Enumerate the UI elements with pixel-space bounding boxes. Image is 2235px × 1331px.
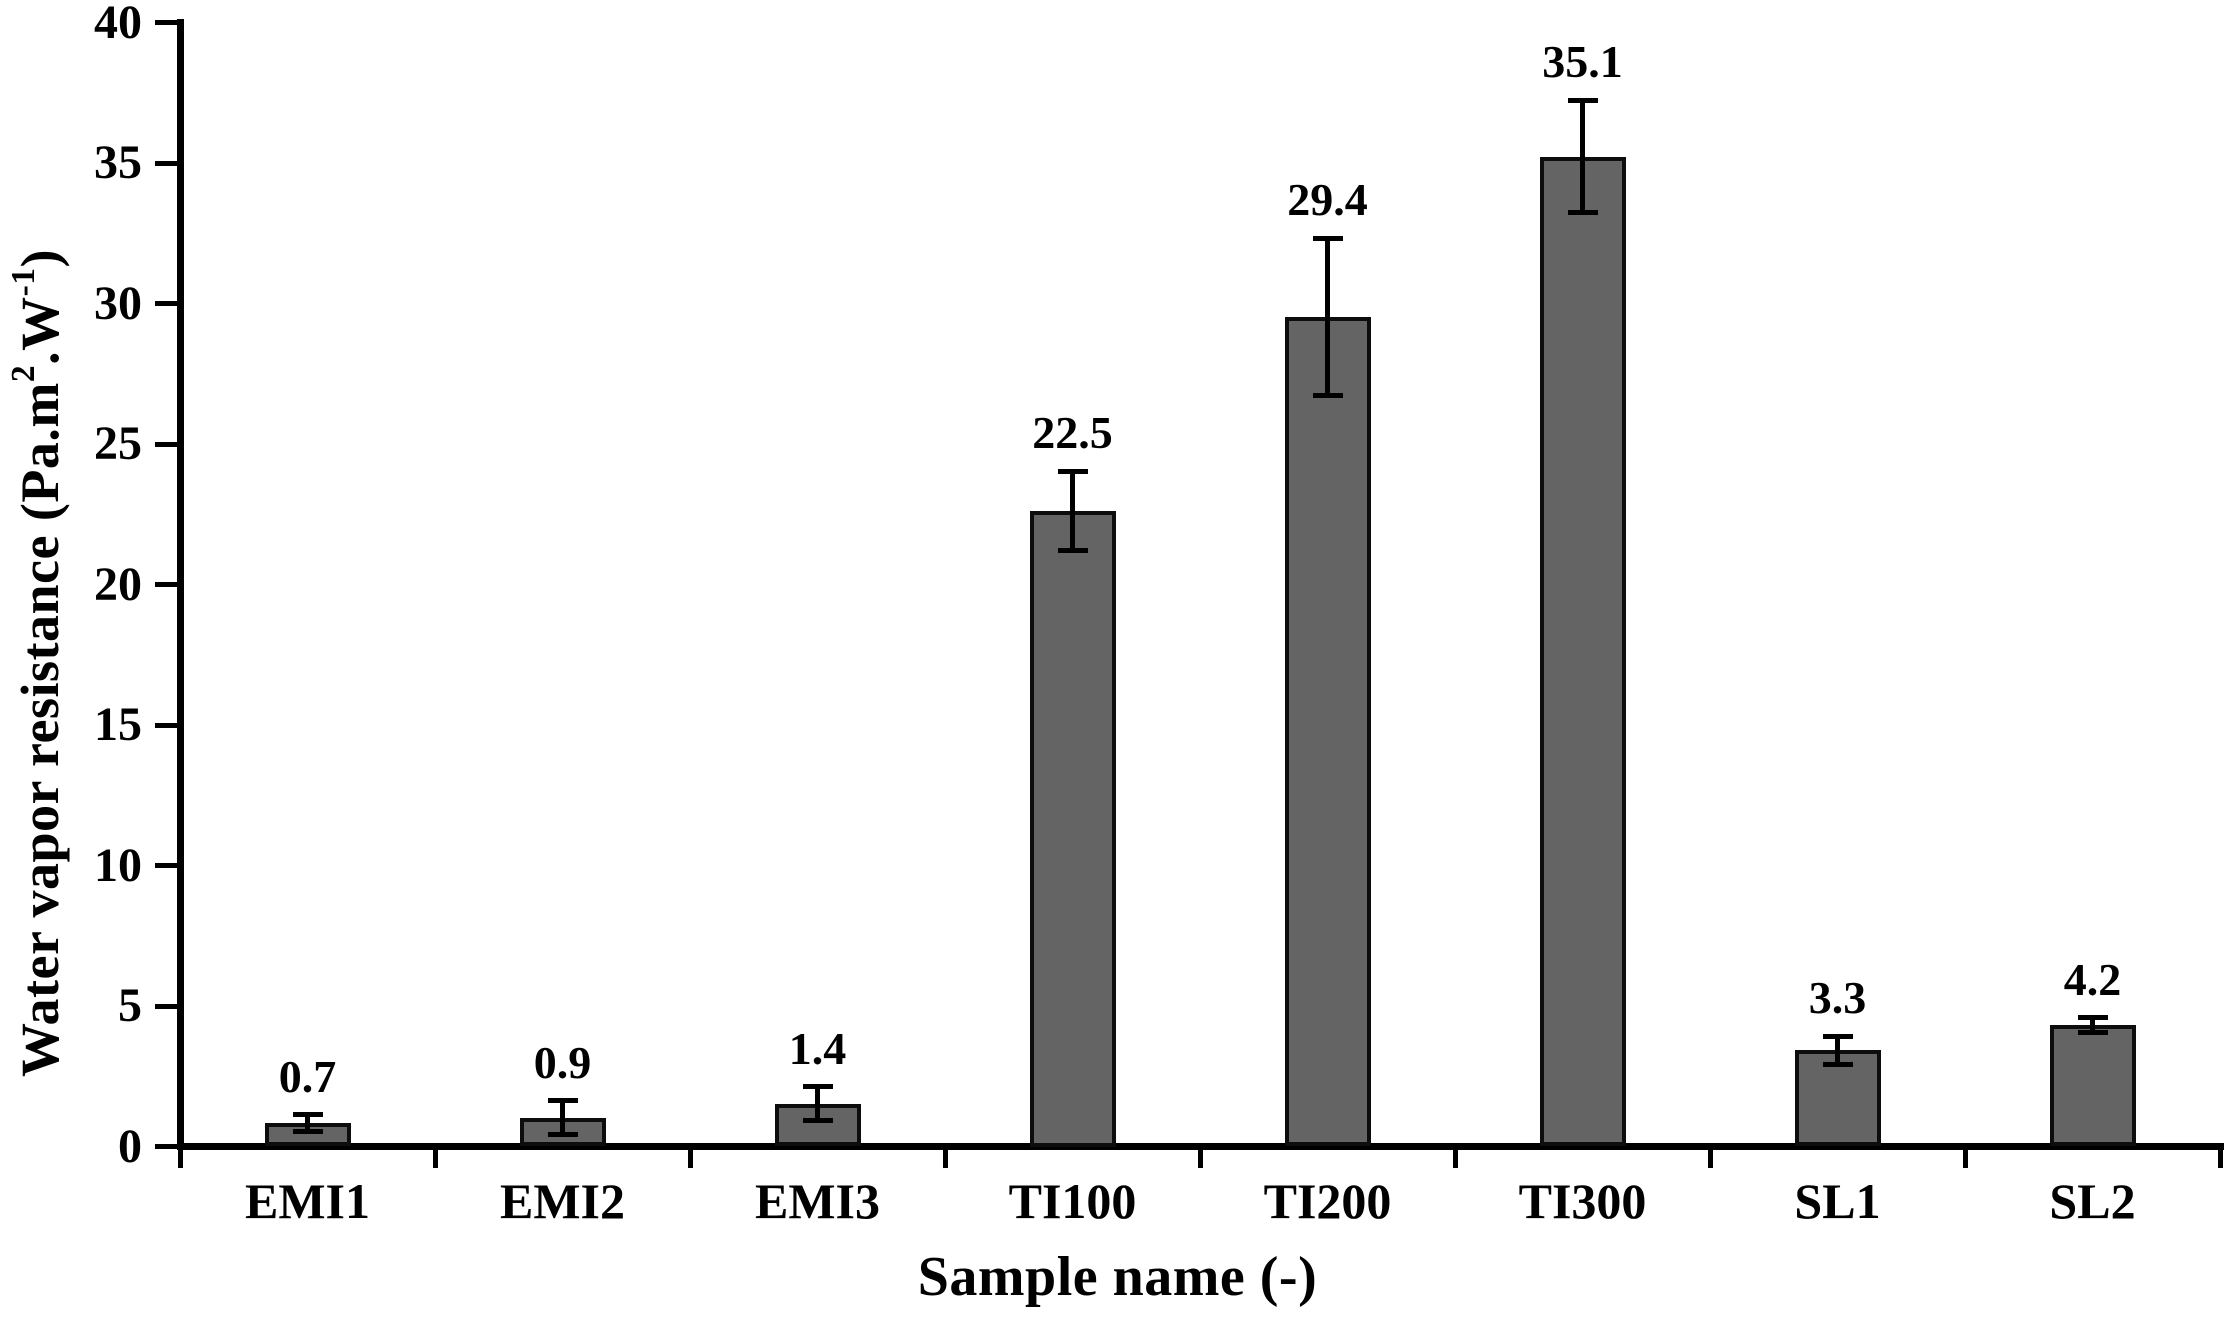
x-tick-label: SL2 bbox=[2049, 1173, 2136, 1229]
x-tick bbox=[942, 1150, 948, 1168]
y-tick bbox=[154, 722, 177, 728]
y-tick bbox=[154, 863, 177, 868]
y-tick bbox=[154, 1003, 177, 1009]
error-bar-cap-top bbox=[2077, 1015, 2108, 1021]
x-tick-label: SL1 bbox=[1794, 1173, 1881, 1229]
y-tick bbox=[154, 582, 177, 587]
y-tick bbox=[154, 441, 177, 447]
error-bar-cap-top bbox=[1312, 235, 1343, 241]
y-tick bbox=[154, 20, 177, 25]
x-tick bbox=[177, 1150, 183, 1168]
error-bar-line bbox=[815, 1086, 820, 1121]
y-tick bbox=[154, 301, 177, 306]
error-bar-cap-bottom bbox=[802, 1118, 833, 1124]
error-bar-cap-bottom bbox=[292, 1129, 323, 1135]
y-tick-label: 5 bbox=[118, 979, 142, 1032]
y-tick-label: 25 bbox=[94, 417, 142, 470]
error-bar-cap-top bbox=[292, 1112, 323, 1118]
bar bbox=[2049, 1024, 2136, 1147]
x-axis-title: Sample name (-) bbox=[917, 1246, 1318, 1308]
y-tick-label: 40 bbox=[94, 0, 142, 49]
x-tick-label: EMI3 bbox=[755, 1173, 880, 1229]
value-label: 1.4 bbox=[788, 1022, 847, 1074]
error-bar-line bbox=[1070, 471, 1075, 551]
x-tick bbox=[687, 1150, 693, 1168]
error-bar-line bbox=[2090, 1017, 2095, 1032]
x-tick bbox=[432, 1150, 438, 1168]
y-tick-label: 0 bbox=[118, 1119, 142, 1173]
error-bar-cap-bottom bbox=[1567, 210, 1598, 216]
value-label: 22.5 bbox=[1032, 407, 1113, 459]
x-tick-label: EMI2 bbox=[500, 1173, 625, 1229]
bar bbox=[1539, 156, 1626, 1147]
y-tick-label: 10 bbox=[94, 838, 142, 892]
value-label: 0.7 bbox=[278, 1050, 337, 1102]
error-bar-line bbox=[560, 1100, 565, 1135]
error-bar-cap-top bbox=[1567, 97, 1598, 103]
error-bar-cap-bottom bbox=[1312, 393, 1343, 399]
x-tick-label: EMI1 bbox=[245, 1173, 370, 1229]
x-tick bbox=[1197, 1150, 1203, 1168]
x-tick-label: TI300 bbox=[1518, 1173, 1647, 1229]
x-axis-line bbox=[176, 1143, 2224, 1150]
y-tick bbox=[154, 1144, 177, 1149]
y-tick-label: 20 bbox=[94, 557, 142, 611]
x-tick bbox=[2217, 1150, 2223, 1168]
error-bar-cap-bottom bbox=[547, 1132, 578, 1138]
x-tick-label: TI100 bbox=[1008, 1173, 1137, 1229]
y-tick bbox=[154, 160, 177, 166]
error-bar-line bbox=[1580, 100, 1585, 213]
value-label: 3.3 bbox=[1808, 972, 1867, 1024]
x-tick bbox=[1707, 1150, 1713, 1168]
bar bbox=[1029, 510, 1116, 1147]
error-bar-cap-top bbox=[802, 1084, 833, 1090]
error-bar-cap-top bbox=[1822, 1033, 1853, 1039]
value-label: 29.4 bbox=[1287, 174, 1368, 226]
value-label: 35.1 bbox=[1542, 36, 1623, 88]
bar bbox=[1284, 316, 1371, 1147]
y-tick-label: 15 bbox=[94, 698, 142, 751]
x-tick-label: TI200 bbox=[1263, 1173, 1392, 1229]
error-bar-cap-top bbox=[547, 1098, 578, 1104]
error-bar-cap-bottom bbox=[1822, 1061, 1853, 1067]
error-bar-cap-bottom bbox=[1057, 547, 1088, 553]
y-axis-line bbox=[176, 19, 184, 1150]
error-bar-line bbox=[1325, 238, 1330, 396]
value-label: 0.9 bbox=[533, 1036, 592, 1088]
value-label: 4.2 bbox=[2063, 953, 2122, 1005]
error-bar-line bbox=[1835, 1036, 1840, 1065]
y-tick-label: 35 bbox=[94, 136, 142, 189]
x-tick bbox=[1962, 1150, 1968, 1168]
x-tick bbox=[1452, 1150, 1458, 1168]
y-tick-label: 30 bbox=[94, 276, 142, 330]
error-bar-cap-bottom bbox=[2077, 1029, 2108, 1035]
error-bar-line bbox=[305, 1114, 310, 1132]
error-bar-cap-top bbox=[1057, 468, 1088, 474]
